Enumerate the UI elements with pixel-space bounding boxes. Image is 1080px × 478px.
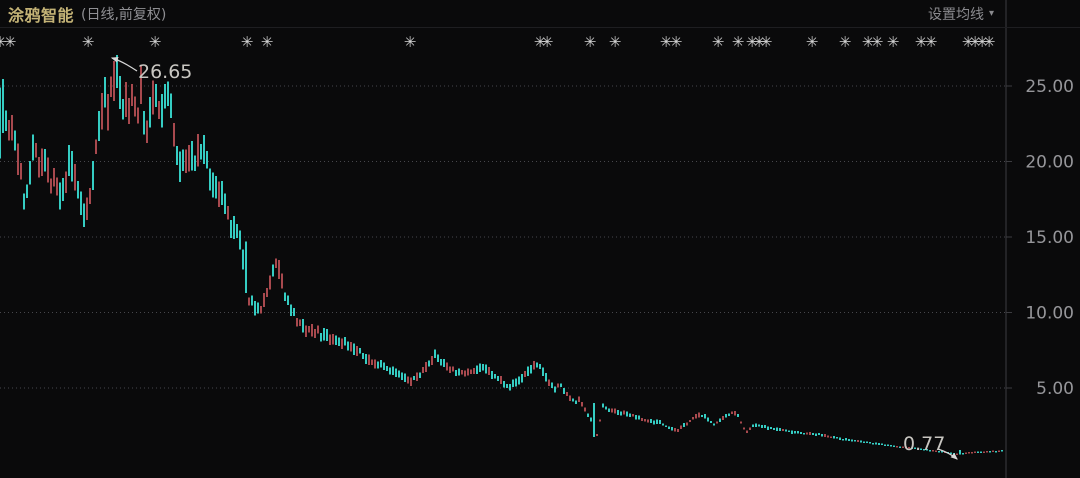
low-annotation: 0.77 [903, 433, 958, 460]
ma-settings-dropdown[interactable]: 设置均线 ▾ [928, 4, 994, 24]
high-arrow-icon [110, 56, 138, 72]
high-price-label: 26.65 [138, 61, 192, 83]
event-marker-icon: ✳ [915, 33, 928, 51]
high-annotation: 26.65 [110, 56, 192, 83]
y-axis-label: 20.00 [1025, 153, 1074, 173]
stock-name: 涂鸦智能 [8, 5, 75, 25]
event-markers[interactable]: ✳✳✳✳✳✳✳✳✳✳✳✳✳✳✳✳✳✳✳✳✳✳✳✳✳✳✳✳✳ [0, 33, 995, 51]
y-axis-label: 5.00 [1036, 379, 1074, 399]
event-marker-icon: ✳ [261, 33, 274, 51]
chart-header: 涂鸦智能 (日线,前复权) 设置均线 ▾ [0, 0, 1080, 28]
event-marker-icon: ✳ [584, 33, 597, 51]
event-marker-icon: ✳ [976, 33, 989, 51]
event-marker-icon: ✳ [887, 33, 900, 51]
event-marker-icon: ✳ [746, 33, 759, 51]
ma-settings-label: 设置均线 [927, 6, 984, 23]
chevron-down-icon: ▾ [988, 8, 994, 19]
event-marker-icon: ✳ [609, 33, 622, 51]
event-marker-icon: ✳ [4, 33, 17, 51]
event-marker-icon: ✳ [712, 33, 725, 51]
low-arrow-icon [937, 448, 958, 460]
event-marker-icon: ✳ [241, 33, 254, 51]
event-marker-icon: ✳ [404, 33, 417, 51]
event-marker-icon: ✳ [969, 33, 982, 51]
event-marker-icon: ✳ [660, 33, 673, 51]
event-marker-icon: ✳ [925, 33, 938, 51]
event-marker-icon: ✳ [871, 33, 884, 51]
event-marker-icon: ✳ [149, 33, 162, 51]
event-marker-icon: ✳ [983, 33, 996, 51]
y-axis-label: 10.00 [1025, 304, 1074, 324]
event-marker-icon: ✳ [862, 33, 875, 51]
event-marker-icon: ✳ [670, 33, 683, 51]
candles [0, 55, 1003, 455]
event-marker-icon: ✳ [534, 33, 547, 51]
event-marker-icon: ✳ [732, 33, 745, 51]
event-marker-icon: ✳ [806, 33, 819, 51]
event-marker-icon: ✳ [753, 33, 766, 51]
low-price-label: 0.77 [903, 433, 945, 455]
event-marker-icon: ✳ [0, 33, 6, 51]
y-grid-and-labels: 25.00 20.00 15.00 10.00 5.00 [0, 77, 1074, 399]
event-marker-icon: ✳ [839, 33, 852, 51]
event-marker-icon: ✳ [82, 33, 95, 51]
y-axis-label: 25.00 [1025, 77, 1074, 97]
y-axis-label: 15.00 [1025, 228, 1074, 248]
event-marker-icon: ✳ [962, 33, 975, 51]
event-marker-icon: ✳ [541, 33, 554, 51]
event-marker-icon: ✳ [760, 33, 773, 51]
chart-period-label: (日线,前复权) [81, 6, 167, 23]
